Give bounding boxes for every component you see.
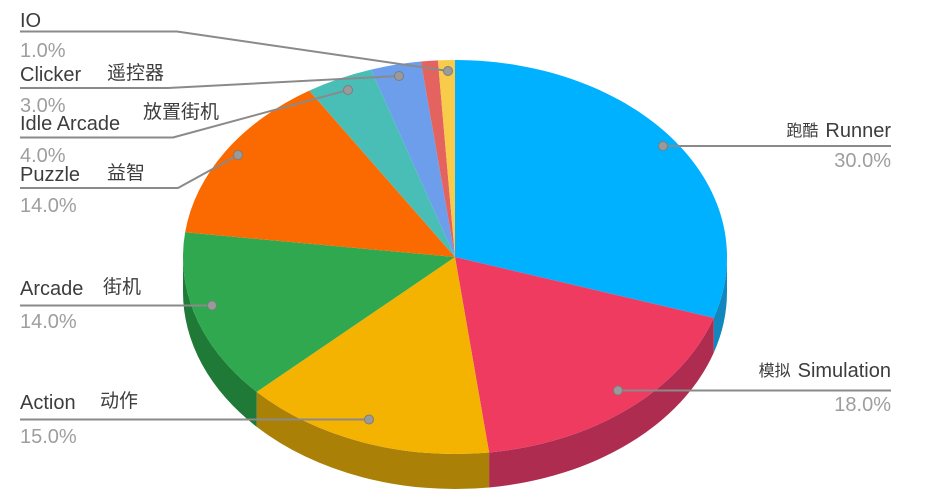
pie-slice-runner xyxy=(455,60,727,318)
pie-slice-side-simulation xyxy=(489,317,714,488)
slice-label-zh-clicker: 遥控器 xyxy=(107,62,164,84)
slice-label-zh: 街机 xyxy=(103,277,142,298)
leader-line-puzzle xyxy=(20,154,239,189)
slice-label-en: Runner xyxy=(825,120,891,142)
leader-line-idle_arcade xyxy=(20,89,349,139)
leader-dot-simulation xyxy=(613,385,623,396)
leader-dot-runner xyxy=(658,141,668,151)
leader-dot-io xyxy=(443,66,453,76)
slice-label-en: Clicker xyxy=(20,64,82,86)
leader-dot-puzzle xyxy=(233,150,243,160)
pie-slice-clicker xyxy=(370,61,455,257)
slice-label-zh-arcade: 街机 xyxy=(103,276,141,298)
slice-label-en: IO xyxy=(20,10,42,32)
slice-label-zh: 遥控器 xyxy=(107,63,165,84)
slice-label-zh: 放置街机 xyxy=(143,102,220,123)
slice-label-action: Action xyxy=(20,392,76,414)
slice-pct-io: 1.0% xyxy=(20,40,66,62)
pie-slice-side-runner xyxy=(713,257,727,353)
slice-label-zh: 跑酷 xyxy=(786,123,819,140)
pie-slice-side-action xyxy=(256,391,490,489)
pie-slice-side-arcade xyxy=(183,257,257,427)
slice-label-arcade: Arcade xyxy=(20,278,83,300)
leader-dot-clicker xyxy=(394,71,404,81)
pie-slice-action xyxy=(256,257,490,454)
slice-pct-arcade: 14.0% xyxy=(20,311,77,333)
leader-dot-action xyxy=(364,414,374,425)
pie-slice-idle_arcade xyxy=(309,69,455,257)
slice-label-zh: 动作 xyxy=(100,391,139,412)
slice-pct-runner: 30.0% xyxy=(834,150,891,172)
slice-pct-puzzle: 14.0% xyxy=(20,195,77,217)
slice-pct-clicker: 3.0% xyxy=(20,95,66,117)
slice-label-en: Puzzle xyxy=(20,164,81,186)
slice-pct-action: 15.0% xyxy=(20,426,77,448)
slice-label-io: IO xyxy=(20,10,41,32)
pie-slice-io xyxy=(437,60,455,257)
leader-dot-arcade xyxy=(207,300,217,311)
pie-slice-unlabeled xyxy=(420,60,455,257)
slice-label-idle_arcade: Idle Arcade xyxy=(20,113,120,135)
pie-slice-puzzle xyxy=(185,90,455,258)
slice-label-en: Idle Arcade xyxy=(20,113,121,135)
slice-label-en: Simulation xyxy=(797,360,891,382)
slice-pct-idle_arcade: 4.0% xyxy=(20,145,66,167)
pie-slice-simulation xyxy=(455,257,714,453)
slice-label-zh: 益智 xyxy=(107,163,146,184)
slice-label-en: Action xyxy=(20,392,76,414)
slice-label-simulation: 模拟 Simulation xyxy=(759,360,891,382)
slice-label-zh-idle_arcade: 放置街机 xyxy=(143,101,219,123)
leader-dot-idle_arcade xyxy=(343,85,353,95)
slice-label-zh: 模拟 xyxy=(758,363,791,380)
leader-line-clicker xyxy=(20,75,400,89)
slice-label-zh-puzzle: 益智 xyxy=(107,162,145,184)
slice-pct-simulation: 18.0% xyxy=(834,394,891,416)
leader-line-io xyxy=(20,30,449,72)
slice-label-puzzle: Puzzle xyxy=(20,164,80,186)
pie-slice-arcade xyxy=(183,232,455,392)
slice-label-zh-action: 动作 xyxy=(100,390,138,412)
slice-label-en: Arcade xyxy=(20,278,84,300)
slice-label-runner: 跑酷 Runner xyxy=(786,120,891,142)
slice-label-clicker: Clicker xyxy=(20,64,81,86)
